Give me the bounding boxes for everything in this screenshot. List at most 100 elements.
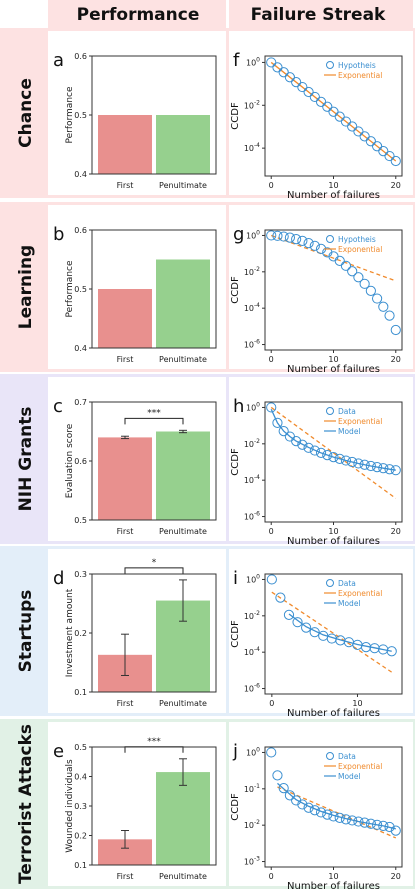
data-point (309, 445, 320, 456)
data-point (266, 747, 277, 758)
y-axis-label: Evaluation score (65, 423, 75, 498)
data-point (365, 460, 376, 472)
y-tick-label: 0.4 (74, 773, 87, 782)
y-tick-label: 10-6 (244, 511, 260, 522)
y-tick-label: 10-6 (244, 683, 260, 694)
x-axis-label: Number of failures (287, 536, 380, 547)
legend-label: Model (338, 599, 361, 608)
bar-penultimate (156, 259, 210, 348)
bar-panel-e: e First Penultimate *** 0.1 0.2 0.3 0.4 0.5 Wound… (53, 737, 217, 881)
data-point (347, 815, 358, 826)
y-tick-label: 0.1 (74, 861, 87, 870)
legend-label: Data (338, 407, 356, 416)
data-point (278, 425, 289, 437)
legend-marker (326, 752, 334, 760)
data-point (359, 278, 370, 289)
y-axis-label: CCDF (230, 448, 241, 476)
bar-panel-b: b First Penultimate 0.4 0.5 0.6 Performance (53, 224, 217, 364)
legend-label: Hypotheis (338, 235, 376, 244)
bar-penultimate (156, 431, 210, 520)
data-point (384, 821, 395, 833)
y-tick-label: 10-2 (244, 819, 260, 830)
y-axis-label: CCDF (230, 793, 241, 821)
y-tick-label: 0.3 (74, 570, 87, 579)
data-point (365, 285, 376, 297)
x-axis-label: Number of failures (287, 190, 380, 201)
x-tick-label: Penultimate (159, 527, 207, 536)
x-tick-label: 20 (391, 872, 401, 881)
data-point (334, 812, 345, 824)
data-point (309, 805, 320, 816)
data-point (278, 231, 289, 242)
y-tick-label: 10-6 (244, 339, 260, 350)
data-point (297, 799, 308, 810)
x-tick-label: Penultimate (159, 355, 207, 364)
y-tick-label: 0.4 (74, 170, 87, 179)
bar-first (98, 289, 152, 348)
data-point (278, 782, 289, 794)
data-point (369, 643, 380, 654)
ccdf-panel-i: i 0 10 100 10-2 10-4 10-6 Number of failures CCD… (230, 568, 403, 719)
panel-letter: b (53, 224, 64, 245)
data-point (371, 461, 383, 473)
x-tick-label: 0 (269, 355, 274, 364)
data-point (309, 240, 320, 251)
data-point (328, 811, 339, 822)
x-tick-label: First (117, 181, 134, 190)
y-tick-label: 0.6 (74, 52, 87, 61)
data-point (309, 627, 320, 638)
ccdf-panel-h: h 0 10 20 100 10-2 10-4 10-6 Number of failures C… (230, 396, 403, 547)
data-point (340, 455, 352, 466)
chart-panels: a First Penultimate 0.4 0.5 0.6 Performance b Fi… (53, 50, 403, 892)
data-point (303, 237, 314, 249)
y-axis-label: CCDF (230, 276, 241, 304)
header-performance: Performance (77, 5, 200, 25)
panel-letter: h (233, 396, 244, 417)
data-point (378, 820, 389, 832)
bar-penultimate (156, 772, 210, 865)
data-point (297, 81, 308, 93)
data-point (347, 456, 358, 468)
data-point (359, 817, 370, 828)
row-label: Chance (16, 78, 36, 148)
data-point (272, 230, 283, 241)
x-tick-label: Penultimate (159, 872, 207, 881)
data-point (301, 622, 312, 633)
y-tick-label: 0.6 (74, 226, 87, 235)
series-line-exponential (270, 61, 397, 162)
data-point (334, 453, 345, 465)
legend-marker (326, 407, 334, 415)
row-labels: Chance Learning NIH Grants Startups Terroris… (16, 78, 36, 884)
panel-letter: c (53, 396, 63, 417)
legend-marker (326, 235, 334, 243)
legend-label: Data (338, 579, 356, 588)
data-point (291, 233, 302, 245)
legend-label: Exponential (338, 417, 382, 426)
legend-label: Data (338, 752, 356, 761)
data-point (390, 155, 401, 167)
data-point (334, 255, 345, 267)
bar-penultimate (156, 115, 210, 174)
y-axis-label: Performance (65, 260, 75, 317)
legend-label: Hypotheis (338, 61, 376, 70)
data-point (347, 121, 358, 132)
data-point (266, 402, 277, 413)
header-bg-right (229, 0, 413, 28)
panel-bg-right (229, 722, 413, 886)
data-point (353, 272, 364, 283)
series-line-model (270, 409, 396, 471)
header-bg-left (48, 0, 226, 28)
x-axis-label: Number of failures (287, 881, 380, 892)
panel-bg-right (229, 549, 413, 713)
bar-panel-c: c First Penultimate *** 0.5 0.6 0.7 Evaluation … (53, 396, 217, 536)
bar-first (98, 437, 152, 520)
bar-first (98, 115, 152, 174)
significance-bracket (124, 417, 184, 425)
x-axis-label: Number of failures (287, 364, 380, 375)
data-point (309, 91, 320, 103)
y-tick-label: 10-2 (244, 266, 260, 277)
data-point (284, 72, 296, 83)
header-failure-streak: Failure Streak (251, 5, 386, 25)
data-point (315, 447, 327, 459)
data-point (266, 57, 277, 68)
